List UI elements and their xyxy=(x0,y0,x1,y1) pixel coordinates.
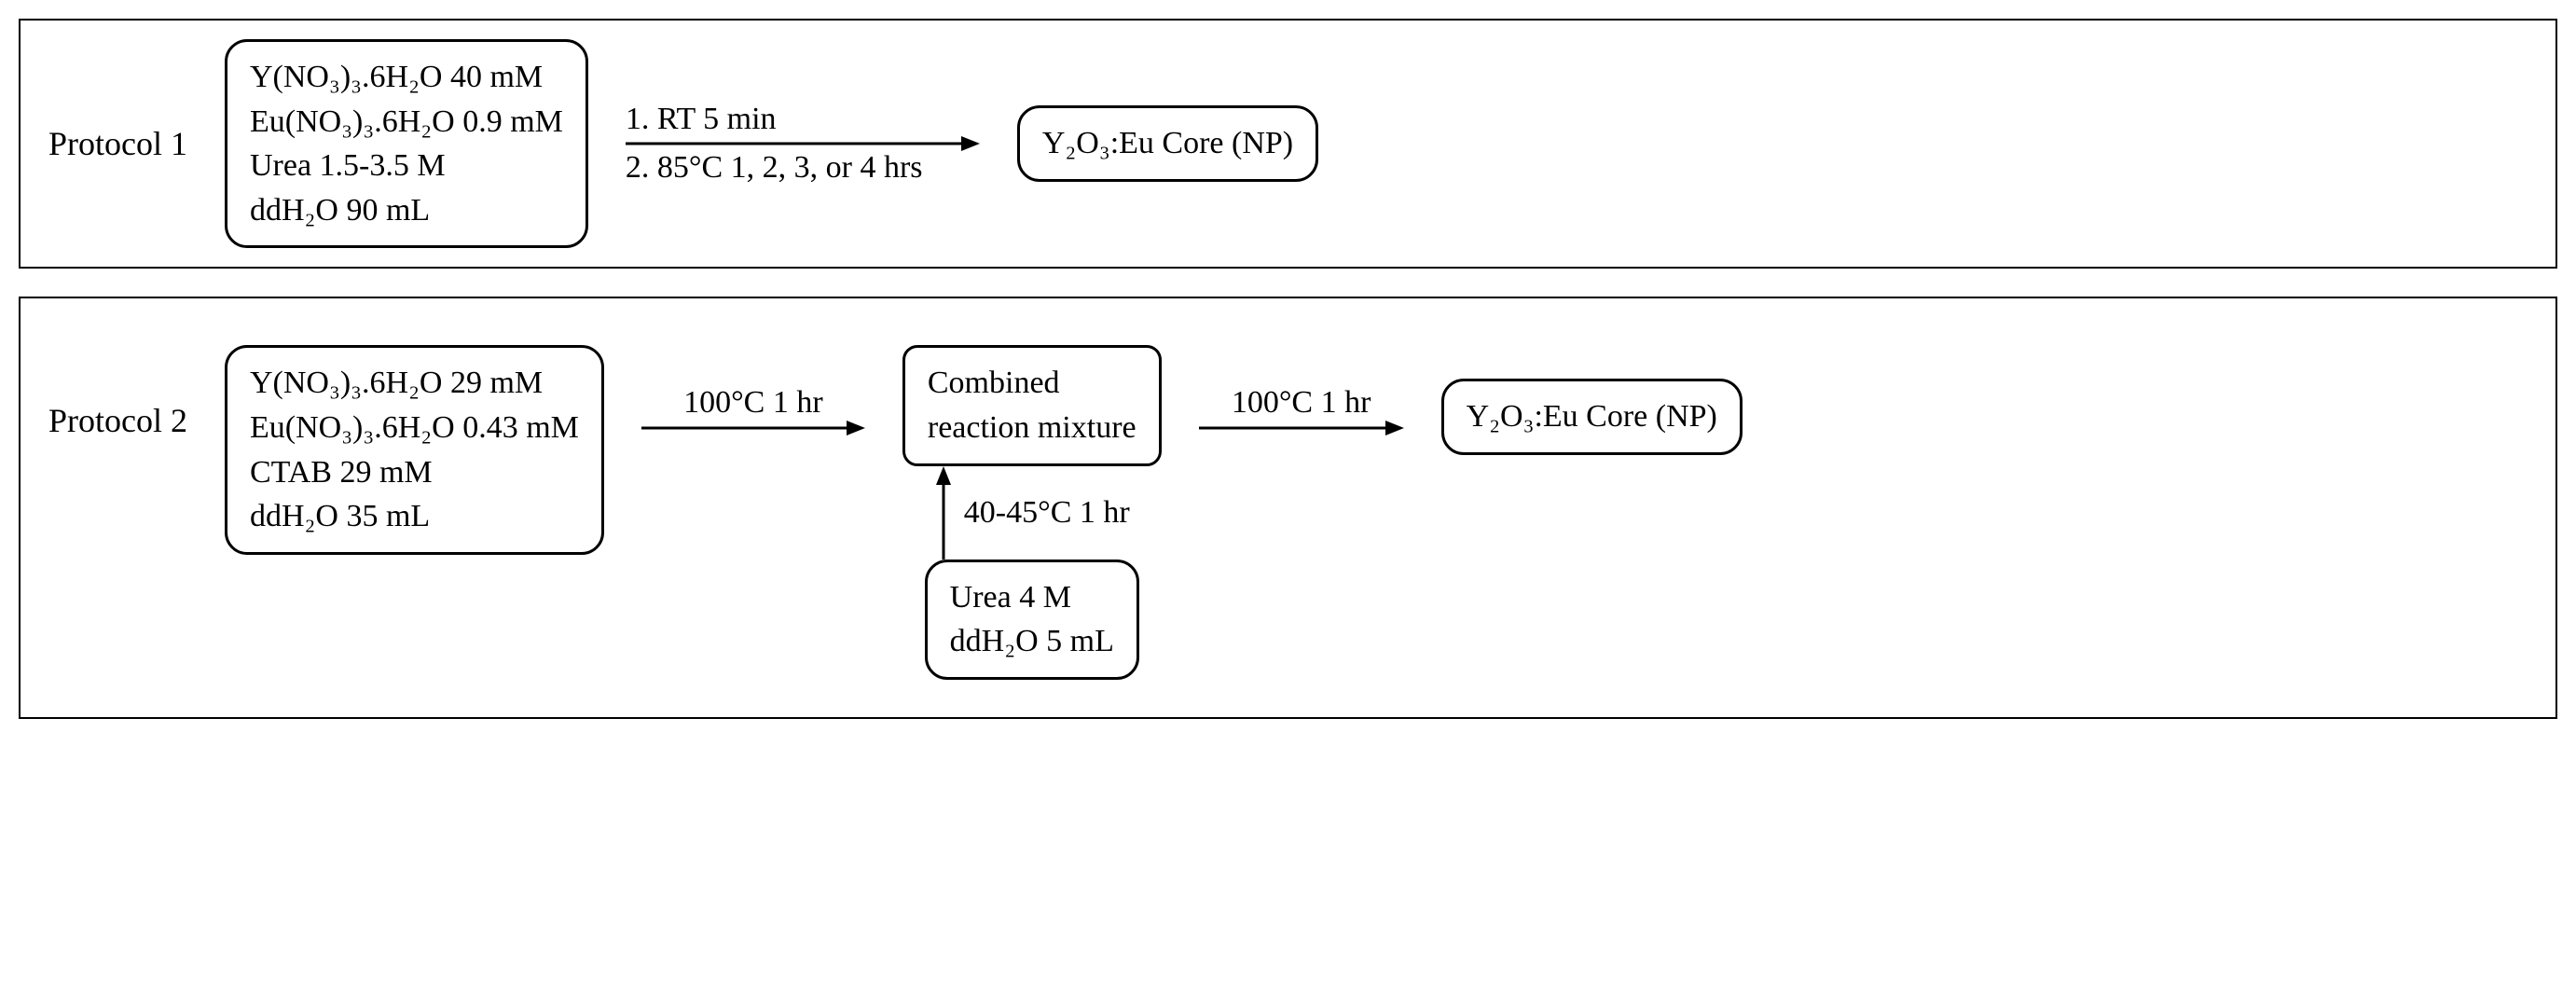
protocol2-center-column: Combined reaction mixture 40-45°C 1 hr U… xyxy=(902,345,1162,679)
protocol1-reagents-node: Y(NO₃)₃.6H₂O 40 mM Eu(NO₃)₃.6H₂O 0.9 mM … xyxy=(225,39,588,248)
protocol2-reagent-line: CTAB 29 mM xyxy=(250,450,579,495)
protocol2-arrow-up: 40-45°C 1 hr xyxy=(934,466,1130,560)
protocol2-arrow1: 100°C 1 hr xyxy=(641,382,865,472)
protocol2-label: Protocol 2 xyxy=(48,401,187,440)
protocol2-product-node: Y₂O₃:Eu Core (NP) xyxy=(1441,379,1743,455)
protocol2-arrow-up-label: 40-45°C 1 hr xyxy=(964,495,1130,531)
protocol2-product-text: Y₂O₃:Eu Core (NP) xyxy=(1467,399,1717,434)
protocol1-reagent-line: Urea 1.5-3.5 M xyxy=(250,144,563,188)
protocol2-combined-line: reaction mixture xyxy=(928,406,1136,450)
protocol2-combined-node: Combined reaction mixture xyxy=(902,345,1162,465)
protocol2-combined-line: Combined xyxy=(928,361,1136,406)
protocol2-reagents-node: Y(NO₃)₃.6H₂O 29 mM Eu(NO₃)₃.6H₂O 0.43 mM… xyxy=(225,345,604,554)
protocol1-panel: Protocol 1 Y(NO₃)₃.6H₂O 40 mM Eu(NO₃)₃.6… xyxy=(19,19,2557,269)
arrow-up-icon xyxy=(934,466,953,560)
protocol1-arrow: 1. RT 5 min 2. 85°C 1, 2, 3, or 4 hrs xyxy=(626,99,980,188)
protocol2-reagent-line: ddH₂O 35 mL xyxy=(250,494,579,539)
protocol2-urea-node: Urea 4 M ddH₂O 5 mL xyxy=(925,560,1139,680)
protocol1-label: Protocol 1 xyxy=(48,124,187,163)
protocol2-arrow2: 100°C 1 hr xyxy=(1199,382,1404,472)
protocol1-reagent-line: ddH₂O 90 mL xyxy=(250,188,563,233)
protocol2-urea-line: ddH₂O 5 mL xyxy=(950,619,1114,664)
protocol1-product-text: Y₂O₃:Eu Core (NP) xyxy=(1042,126,1293,160)
protocol1-arrow-bottom: 2. 85°C 1, 2, 3, or 4 hrs xyxy=(626,147,923,188)
protocol2-reagent-line: Eu(NO₃)₃.6H₂O 0.43 mM xyxy=(250,406,579,450)
protocol1-reagent-line: Eu(NO₃)₃.6H₂O 0.9 mM xyxy=(250,100,563,145)
protocol2-reagent-line: Y(NO₃)₃.6H₂O 29 mM xyxy=(250,361,579,406)
protocol1-reagent-line: Y(NO₃)₃.6H₂O 40 mM xyxy=(250,55,563,100)
protocol2-panel: Protocol 2 Y(NO₃)₃.6H₂O 29 mM Eu(NO₃)₃.6… xyxy=(19,297,2557,718)
protocol2-urea-line: Urea 4 M xyxy=(950,575,1114,620)
protocol1-product-node: Y₂O₃:Eu Core (NP) xyxy=(1017,105,1318,182)
